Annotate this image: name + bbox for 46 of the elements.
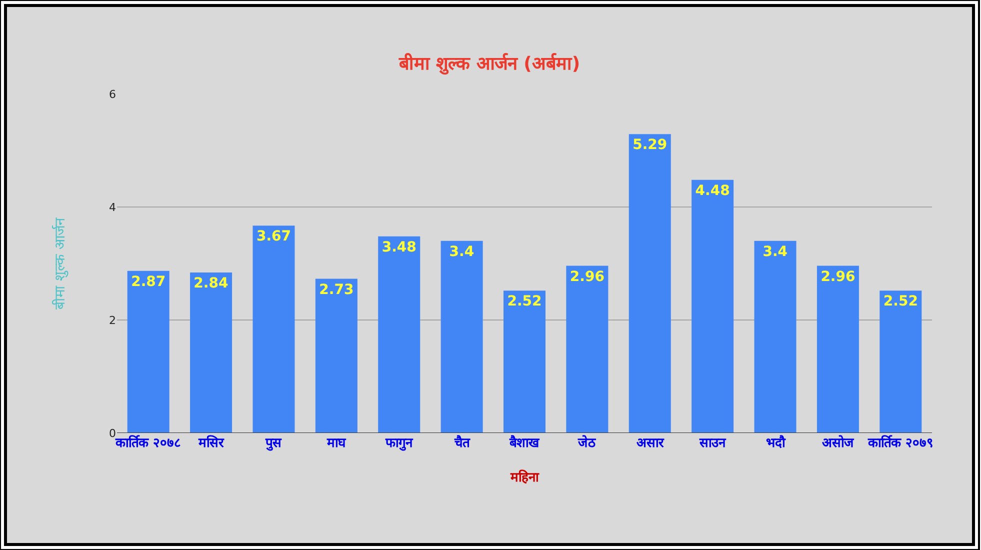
bar (692, 180, 734, 433)
data-label: 3.4 (762, 244, 788, 260)
data-label: 3.48 (382, 239, 416, 256)
y-tick-label: 6 (109, 88, 116, 101)
x-tick-label: बैशाख (508, 435, 540, 451)
x-tick-label: जेठ (577, 435, 598, 451)
data-label: 2.96 (570, 268, 604, 285)
bar (816, 266, 859, 433)
data-label: 2.96 (820, 268, 856, 285)
x-axis-title: महिना (510, 470, 540, 486)
bar (754, 240, 796, 433)
data-label: 2.52 (883, 294, 918, 310)
data-label: 2.84 (194, 276, 228, 292)
bar (504, 290, 546, 433)
data-label: 3.67 (256, 228, 292, 245)
data-label: 2.87 (131, 274, 166, 290)
x-tick-label: असोज (822, 435, 855, 451)
y-tick-label: 0 (109, 426, 116, 440)
data-label: 2.73 (319, 282, 354, 298)
x-tick-label: भदौ (766, 435, 786, 451)
x-tick-label: कार्तिक २०७९ (866, 435, 934, 451)
x-tick-label: फागुन (384, 436, 414, 451)
bar (252, 226, 295, 433)
data-label: 4.48 (695, 182, 730, 199)
bar (628, 134, 671, 433)
data-label: 2.52 (507, 294, 542, 310)
x-tick-label: माघ (326, 436, 347, 451)
y-axis-title: बीमा शुल्क आर्जन (52, 218, 69, 310)
bar (880, 290, 922, 433)
y-tick-label: 2 (109, 314, 116, 327)
y-tick-label: 4 (109, 200, 116, 214)
x-tick-label: चैत (453, 435, 470, 451)
bar (127, 270, 170, 433)
x-tick-label: मसिर (198, 435, 225, 451)
bar (440, 240, 483, 433)
bar (378, 236, 420, 433)
data-label: 3.4 (449, 244, 474, 260)
x-tick-label: असार (636, 436, 664, 451)
bar (190, 272, 232, 433)
x-tick-label: पुस (264, 436, 283, 451)
x-tick-label: कार्तिक २०७८ (114, 435, 182, 451)
bar (566, 266, 608, 433)
bar (315, 278, 358, 433)
x-tick-label: साउन (698, 436, 727, 451)
data-label: 5.29 (632, 137, 668, 154)
chart-title: बीमा शुल्क आर्जन (अर्बमा) (398, 52, 580, 76)
